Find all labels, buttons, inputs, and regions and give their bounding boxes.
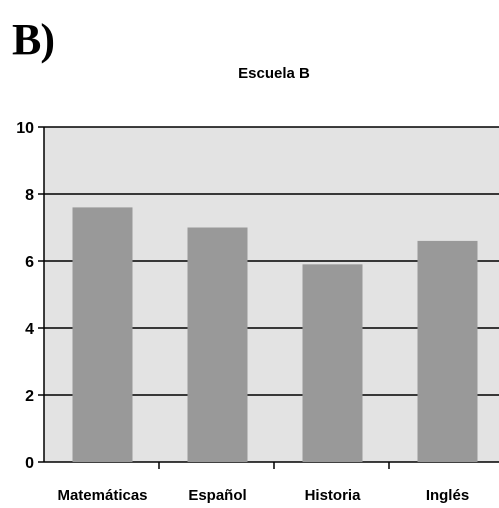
- y-tick-label: 6: [25, 254, 34, 271]
- bar: [72, 207, 133, 462]
- x-tick-label: Inglés: [426, 487, 469, 504]
- y-tick-label: 10: [16, 120, 34, 137]
- y-tick-label: 0: [25, 455, 34, 472]
- x-tick-label: Matemáticas: [57, 487, 147, 504]
- bar: [187, 227, 248, 462]
- panel-label: B): [12, 15, 55, 64]
- x-tick-label: Español: [188, 487, 246, 504]
- y-tick-label: 2: [25, 388, 34, 405]
- y-tick-label: 8: [25, 187, 34, 204]
- bar: [302, 264, 363, 462]
- x-tick-label: Historia: [305, 487, 362, 504]
- bar: [417, 240, 478, 462]
- y-tick-label: 4: [25, 321, 34, 338]
- chart-title: Escuela B: [238, 65, 310, 82]
